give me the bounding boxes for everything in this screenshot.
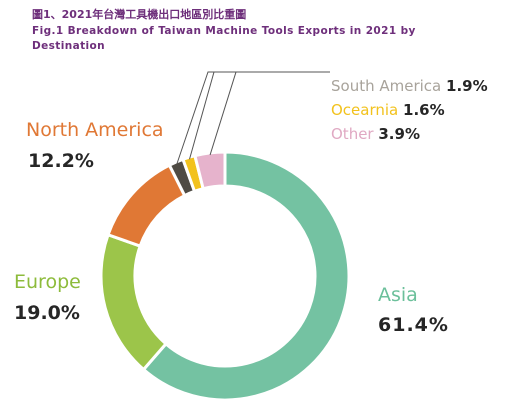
label-asia: Asia 61.4% [378,284,449,336]
label-ocearnia: Ocearnia 1.6% [331,101,445,119]
label-asia-name: Asia [378,284,418,306]
chart-title-zh: 圖1、2021年台灣工具機出口地區別比重圖 [32,8,247,21]
label-other-name: Other [331,125,374,143]
label-asia-value: 61.4% [378,314,449,336]
label-europe: Europe 19.0% [14,271,81,324]
label-other-value: 3.9% [378,125,420,143]
label-north-america: North America 12.2% [26,119,164,172]
label-south-america-name: South America [331,77,442,95]
slice-asia [141,150,351,402]
label-europe-value: 19.0% [14,302,80,324]
label-ocearnia-value: 1.6% [403,101,445,119]
label-other: Other 3.9% [331,125,420,143]
chart-title-en: Fig.1 Breakdown of Taiwan Machine Tools … [32,25,416,52]
slice-europe [99,232,169,372]
leader-line-other [209,71,237,156]
slice-other [193,150,227,191]
label-north-america-value: 12.2% [28,150,94,172]
label-south-america-value: 1.9% [446,77,488,95]
label-ocearnia-name: Ocearnia [331,101,399,119]
leader-line-ocearnia [189,71,215,160]
label-south-america: South America 1.9% [331,77,488,95]
slice-north-america [106,163,187,248]
label-europe-name: Europe [14,271,81,293]
label-north-america-name: North America [26,119,164,141]
leader-line-south-america [176,71,330,165]
